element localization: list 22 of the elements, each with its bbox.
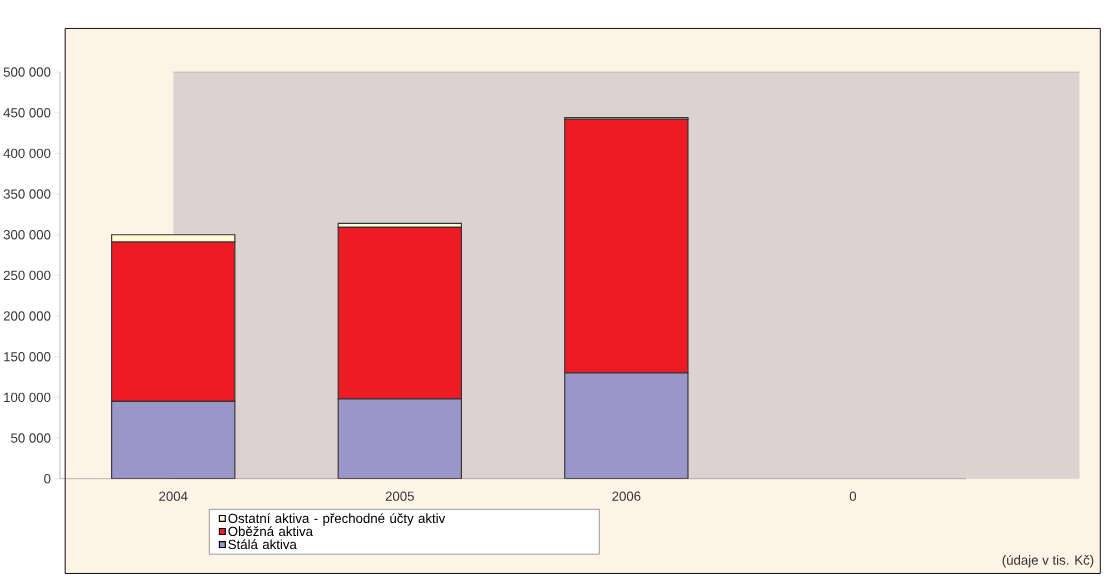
bar xyxy=(111,400,236,479)
bar xyxy=(564,372,689,479)
y-tick-label: 250 000 xyxy=(3,270,51,280)
y-tick-label: 200 000 xyxy=(3,311,51,321)
x-tick-label: 0 xyxy=(849,491,857,501)
y-tick-label: 300 000 xyxy=(3,229,51,240)
y-tick-label: 450 000 xyxy=(3,107,51,118)
legend-label: Ostatní aktiva - přechodné účty aktiv xyxy=(228,513,446,526)
y-tick-label: 50 000 xyxy=(11,433,51,443)
x-tick-label: 2004 xyxy=(159,491,188,501)
text: (údaje v tis. Kč) xyxy=(1002,554,1094,568)
bar xyxy=(337,398,462,479)
y-tick-label: 500 000 xyxy=(3,67,51,77)
y-tick-label: 400 000 xyxy=(3,148,51,158)
x-tick-label: 2005 xyxy=(385,491,414,501)
y-tick-label: 100 000 xyxy=(4,392,51,402)
legend-label: Stálá aktiva xyxy=(228,539,297,549)
legend-label: Oběžná aktiva xyxy=(228,526,313,536)
y-tick-label: 0 xyxy=(44,473,51,484)
y-tick-label: 350 000 xyxy=(3,189,51,199)
y-tick-label: 150 000 xyxy=(4,351,51,362)
x-tick-label: 2006 xyxy=(612,491,641,501)
